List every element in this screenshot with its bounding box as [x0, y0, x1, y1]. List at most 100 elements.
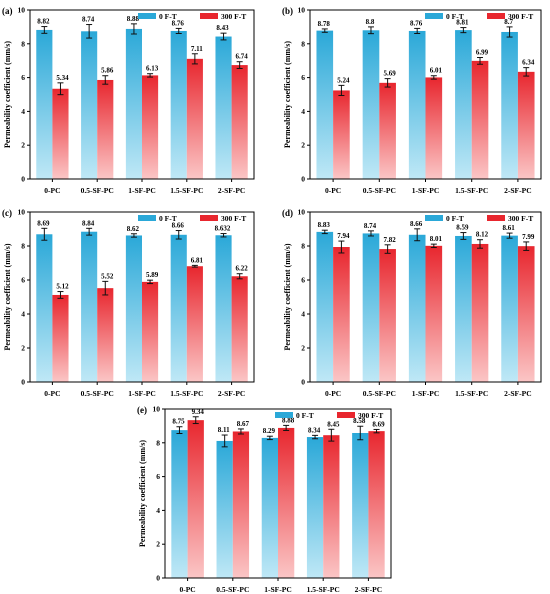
- y-tick-label: 0: [156, 574, 160, 583]
- y-tick-label: 4: [21, 107, 25, 116]
- y-tick-label: 4: [301, 310, 305, 319]
- bar: [455, 30, 472, 180]
- bar: [97, 79, 114, 179]
- x-tick-label: 0-PC: [325, 389, 341, 398]
- x-tick-label: 1.5-SF-PC: [307, 585, 340, 594]
- legend-label: 0 F-T: [296, 411, 314, 420]
- bar: [316, 231, 334, 382]
- axes-frame: [309, 211, 542, 383]
- y-tick-label: 2: [21, 344, 25, 353]
- data-label: 9.34: [192, 408, 205, 416]
- chart-panel: 8.785.240-PC8.85.690.5-SF-PC8.766.011-SF…: [282, 6, 542, 195]
- data-label: 7.94: [337, 232, 350, 240]
- legend-label: 0 F-T: [446, 214, 464, 223]
- data-label: 5.12: [56, 283, 69, 291]
- bar: [379, 82, 396, 179]
- chart-panel: 8.83 7.94 0-PC 8.74 7.82 0.5-SF-PC 8.66 8.01 1-S…: [282, 208, 542, 398]
- legend-swatch: [200, 215, 218, 221]
- bar: [125, 28, 142, 180]
- y-axis-label: Permeability coefficient (mm/s): [3, 243, 12, 350]
- bar: [352, 432, 369, 578]
- data-label: 8.69: [372, 420, 385, 428]
- y-tick-label: 4: [21, 310, 25, 319]
- bar: [278, 427, 295, 578]
- y-tick-label: 0: [301, 175, 305, 184]
- x-tick-label: 0.5-SF-PC: [363, 186, 396, 195]
- x-tick-label: 2-SF-PC: [218, 389, 246, 398]
- bar: [333, 90, 350, 179]
- panel-label: (e): [137, 405, 147, 415]
- legend-label: 0 F-T: [446, 12, 464, 21]
- bar: [216, 440, 233, 578]
- legend: 0 F-T 300 F-T: [425, 12, 533, 21]
- data-label: 8.81: [456, 19, 469, 27]
- axes-frame: [309, 9, 542, 180]
- x-tick-label: 0.5-SF-PC: [363, 389, 396, 398]
- bar: [232, 431, 250, 578]
- bar: [333, 247, 350, 382]
- data-label: 8.84: [82, 219, 95, 227]
- y-tick-label: 8: [21, 242, 25, 251]
- bar: [36, 234, 53, 382]
- data-label: 5.34: [56, 74, 69, 82]
- bar: [471, 243, 489, 382]
- data-label: 8.29: [263, 427, 276, 435]
- data-label: 8.78: [318, 20, 331, 28]
- y-axis-label: Permeability coefficient (mm/s): [138, 440, 147, 547]
- y-axis-label: Permeability coefficient (mm/s): [283, 41, 292, 148]
- legend-swatch: [200, 13, 218, 19]
- bar: [501, 235, 518, 382]
- data-label: 8.11: [218, 426, 230, 434]
- data-label: 6.01: [430, 67, 443, 75]
- x-tick-label: 1.5-SF-PC: [455, 389, 488, 398]
- data-label: 8.45: [327, 420, 340, 428]
- y-tick-label: 10: [18, 208, 26, 217]
- bar: [231, 276, 248, 382]
- x-tick-label: 2-SF-PC: [355, 585, 383, 594]
- panel-label: (b): [282, 6, 293, 16]
- legend-swatch: [138, 215, 156, 221]
- panel-label: (c): [2, 208, 12, 218]
- y-tick-label: 8: [21, 39, 25, 48]
- legend-label: 0 F-T: [159, 214, 177, 223]
- data-label: 8.66: [410, 220, 423, 228]
- data-label: 7.82: [383, 236, 396, 244]
- y-tick-label: 8: [301, 39, 305, 48]
- axes-frame: [29, 9, 255, 180]
- chart-panel: 8.69 5.12 0-PC 8.84 5.52 0.5-SF-PC 8.62 5.89 1-S…: [2, 208, 255, 398]
- bar: [316, 30, 334, 180]
- bar: [408, 234, 426, 382]
- bar: [471, 60, 489, 179]
- y-tick-label: 2: [301, 344, 305, 353]
- data-label: 8.01: [430, 235, 443, 243]
- y-tick-label: 10: [18, 6, 26, 15]
- bar: [170, 234, 187, 382]
- y-tick-label: 2: [301, 141, 305, 150]
- data-label: 6.22: [236, 265, 249, 273]
- y-tick-label: 6: [301, 73, 305, 82]
- y-tick-label: 6: [156, 472, 160, 481]
- data-label: 8.75: [172, 418, 185, 426]
- data-label: 8.83: [318, 221, 331, 229]
- data-label: 7.99: [522, 233, 535, 241]
- chart-panel: 8.82 5.34 0-PC 8.74 5.86 0.5-SF-PC 8.88 6.13 1-S…: [2, 6, 255, 195]
- x-tick-label: 1-SF-PC: [128, 389, 156, 398]
- legend: 0 F-T 300 F-T: [275, 411, 383, 420]
- bar: [425, 77, 443, 179]
- y-axis-label: Permeability coefficient (mm/s): [3, 41, 12, 148]
- bar: [215, 235, 232, 382]
- x-tick-label: 1-SF-PC: [264, 585, 292, 594]
- y-tick-label: 8: [156, 438, 160, 447]
- legend-label: 300 F-T: [221, 12, 246, 21]
- legend-label: 300 F-T: [508, 214, 533, 223]
- data-label: 6.13: [146, 65, 159, 73]
- bar: [186, 266, 203, 382]
- data-label: 8.34: [308, 426, 321, 434]
- bar: [142, 281, 159, 382]
- bar: [306, 437, 324, 578]
- y-tick-label: 2: [156, 540, 160, 549]
- bar: [142, 75, 159, 179]
- x-tick-label: 1.5-SF-PC: [170, 186, 203, 195]
- bar: [187, 420, 204, 578]
